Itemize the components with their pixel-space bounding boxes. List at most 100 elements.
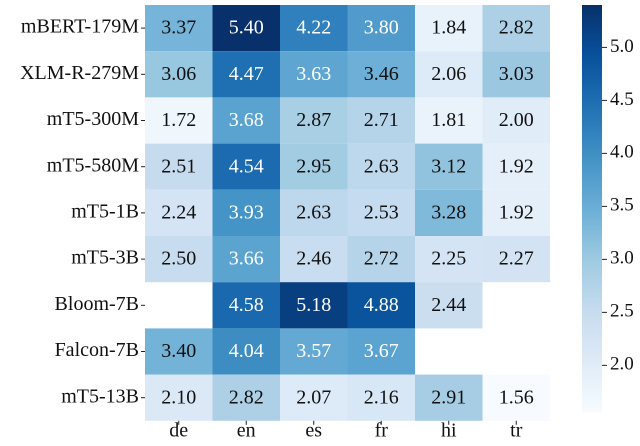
- heatmap-cell-r2-c2: [212, 51, 280, 98]
- heatmap-cell-r2-c5: [415, 51, 483, 98]
- heatmap-cell-r3-c2: [212, 97, 280, 144]
- heatmap-cell-r2-c4: [347, 51, 415, 98]
- cell-value-r6-c6: 2.27: [499, 248, 534, 270]
- cell-value-r5-c4: 2.53: [364, 201, 399, 223]
- cell-value-r8-c2: 4.04: [229, 340, 264, 362]
- heatmap-cell-r1-c4: [347, 5, 415, 52]
- heatmap-cell-r9-c6: [482, 374, 550, 421]
- colorbar-tick-label-7: 5.0: [610, 36, 634, 57]
- cell-value-r3-c3: 2.87: [296, 109, 331, 131]
- column-label-tr: tr: [510, 420, 523, 442]
- cell-value-r5-c3: 2.63: [296, 201, 331, 223]
- row-label-8: Falcon-7B: [55, 339, 139, 361]
- heatmap-cell-r1-c6: [482, 5, 550, 52]
- heatmap-cell-r4-c4: [347, 143, 415, 190]
- heatmap-cell-r1-c3: [280, 5, 348, 52]
- colorbar-tick-label-6: 4.5: [610, 89, 634, 110]
- heatmap-cell-r2-c3: [280, 51, 348, 98]
- heatmap-cell-r1-c1: [145, 5, 213, 52]
- heatmap-cell-r4-c5: [415, 143, 483, 190]
- cell-value-r1-c1: 3.37: [161, 17, 196, 39]
- row-label-3: mT5-300M: [47, 108, 139, 130]
- colorbar-tick-label-4: 3.5: [610, 195, 634, 216]
- cell-value-r1-c4: 3.80: [364, 17, 399, 39]
- cell-value-r9-c3: 2.07: [296, 386, 331, 408]
- cell-value-r4-c5: 3.12: [431, 155, 466, 177]
- heatmap-cell-r5-c5: [415, 189, 483, 236]
- colorbar-scale: [582, 5, 602, 412]
- heatmap-cell-r3-c5: [415, 97, 483, 144]
- heatmap-cell-r6-c5: [415, 236, 483, 283]
- heatmap-cell-r4-c2: [212, 143, 280, 190]
- heatmap-cell-r4-c6: [482, 143, 550, 190]
- cell-value-r4-c3: 2.95: [296, 155, 331, 177]
- cell-value-r6-c5: 2.25: [431, 248, 466, 270]
- cell-value-r5-c2: 3.93: [229, 201, 264, 223]
- cell-value-r8-c4: 3.67: [364, 340, 399, 362]
- cell-value-r2-c1: 3.06: [161, 63, 196, 85]
- row-label-9: mT5-13B: [61, 385, 139, 407]
- heatmap-cell-r6-c6: [482, 236, 550, 283]
- colorbar-tick-label-2: 2.5: [610, 301, 634, 322]
- cell-value-r4-c4: 2.63: [364, 155, 399, 177]
- colorbar-tick-label-1: 2.0: [610, 354, 634, 375]
- heatmap-cells: 3.37 5.40 4.22 3.80 1.84 2.82 3.06 4.47 3.63 3.46…: [145, 5, 550, 421]
- heatmap-cell-r8-c4: [347, 328, 415, 375]
- cell-value-r9-c2: 2.82: [229, 386, 264, 408]
- colorbar: 2.0 2.5 3.0 3.5 4.0 4.5 5.0: [582, 5, 634, 412]
- colorbar-tick-label-5: 4.0: [610, 142, 634, 163]
- cell-value-r9-c6: 1.56: [499, 386, 534, 408]
- cell-value-r4-c2: 4.54: [229, 155, 264, 177]
- heatmap-cell-r7-c2: [212, 282, 280, 329]
- row-label-2: XLM-R-279M: [20, 62, 139, 84]
- heatmap-cell-r7-c5: [415, 282, 483, 329]
- cell-value-r5-c5: 3.28: [431, 201, 466, 223]
- heatmap-cell-r9-c2: [212, 374, 280, 421]
- row-labels: mBERT-179M XLM-R-279M mT5-300M mT5-580M mT5-…: [20, 16, 145, 407]
- cell-value-r6-c1: 2.50: [161, 248, 196, 270]
- heatmap-cell-r4-c3: [280, 143, 348, 190]
- cell-value-r6-c2: 3.66: [229, 248, 264, 270]
- heatmap-cell-r9-c4: [347, 374, 415, 421]
- column-label-fr: fr: [375, 420, 389, 442]
- cell-value-r1-c2: 5.40: [229, 17, 264, 39]
- heatmap-cell-r4-c1: [145, 143, 213, 190]
- column-labels: de en es fr hi tr: [169, 420, 522, 442]
- heatmap-cell-r3-c4: [347, 97, 415, 144]
- cell-value-r8-c3: 3.57: [296, 340, 331, 362]
- cell-value-r1-c5: 1.84: [431, 17, 466, 39]
- colorbar-tick-label-3: 3.0: [610, 248, 634, 269]
- cell-value-r3-c4: 2.71: [364, 109, 399, 131]
- row-label-4: mT5-580M: [47, 154, 139, 176]
- cell-value-r5-c1: 2.24: [161, 201, 196, 223]
- cell-value-r3-c1: 1.72: [161, 109, 196, 131]
- cell-value-r5-c6: 1.92: [499, 201, 534, 223]
- cell-value-r2-c4: 3.46: [364, 63, 399, 85]
- cell-value-r9-c1: 2.10: [161, 386, 196, 408]
- heatmap-cell-r1-c5: [415, 5, 483, 52]
- row-label-1: mBERT-179M: [21, 16, 139, 38]
- heatmap-cell-r3-c3: [280, 97, 348, 144]
- cell-value-r2-c2: 4.47: [229, 63, 264, 85]
- heatmap-cell-r9-c5: [415, 374, 483, 421]
- cell-value-r2-c6: 3.03: [499, 63, 534, 85]
- heatmap-cell-r7-c4: [347, 282, 415, 329]
- heatmap-cell-r6-c1: [145, 236, 213, 283]
- heatmap-cell-r5-c1: [145, 189, 213, 236]
- column-label-en: en: [237, 420, 256, 442]
- heatmap-cell-r5-c4: [347, 189, 415, 236]
- cell-value-r2-c3: 3.63: [296, 63, 331, 85]
- heatmap-cell-r8-c3: [280, 328, 348, 375]
- cell-value-r1-c6: 2.82: [499, 17, 534, 39]
- row-label-6: mT5-3B: [71, 247, 139, 269]
- cell-value-r3-c5: 1.81: [431, 109, 466, 131]
- heatmap-cell-r6-c2: [212, 236, 280, 283]
- heatmap-cell-r6-c3: [280, 236, 348, 283]
- heatmap-cell-r9-c1: [145, 374, 213, 421]
- row-label-5: mT5-1B: [71, 200, 139, 222]
- heatmap-cell-r3-c1: [145, 97, 213, 144]
- cell-value-r8-c1: 3.40: [161, 340, 196, 362]
- heatmap-cell-r9-c3: [280, 374, 348, 421]
